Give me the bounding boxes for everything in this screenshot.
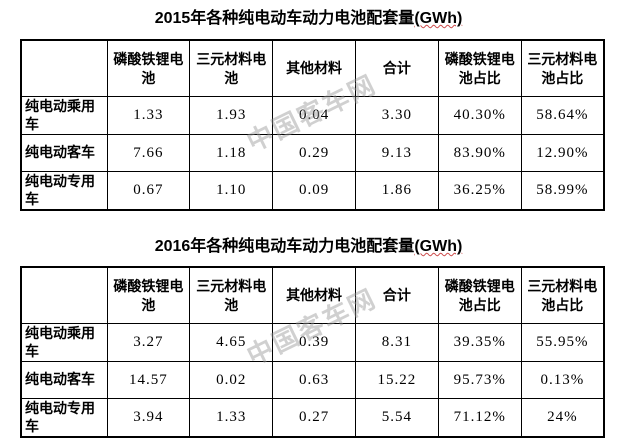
row-label: 纯电动专用车 xyxy=(20,398,108,438)
table-cell: 1.86 xyxy=(354,171,439,211)
table-cell: 15.22 xyxy=(354,361,439,399)
table-cell: 58.99% xyxy=(520,171,605,211)
column-header-total: 合计 xyxy=(354,39,439,97)
column-header-ternary: 三元材料电池 xyxy=(189,266,274,324)
table-cell: 7.66 xyxy=(106,134,191,172)
table-header-row: 磷酸铁锂电池 三元材料电池 其他材料 合计 磷酸铁锂电池占比 三元材料电池占比 xyxy=(20,266,605,324)
table-cell: 0.39 xyxy=(272,323,356,362)
table-cell: 1.18 xyxy=(189,134,274,172)
column-header-lfp-share: 磷酸铁锂电池占比 xyxy=(437,266,522,324)
table-cell: 36.25% xyxy=(437,171,522,211)
table-row: 纯电动乘用车 1.33 1.93 0.04 3.30 40.30% 58.64% xyxy=(20,96,605,135)
table-cell: 58.64% xyxy=(520,96,605,135)
table-cell: 40.30% xyxy=(437,96,522,135)
table-cell: 0.09 xyxy=(272,171,356,211)
column-header-empty xyxy=(20,39,108,97)
table-cell: 1.10 xyxy=(189,171,274,211)
title-text-2015: 2015年各种纯电动车动力电池配套量 xyxy=(154,10,415,27)
table-row: 纯电动专用车 3.94 1.33 0.27 5.54 71.12% 24% xyxy=(20,398,605,438)
column-header-other: 其他材料 xyxy=(272,39,356,97)
table-title-2016: 2016年各种纯电动车动力电池配套量(GWh) xyxy=(0,236,617,258)
table-cell: 83.90% xyxy=(437,134,522,172)
title-text-2016: 2016年各种纯电动车动力电池配套量 xyxy=(154,238,415,255)
column-header-lfp-share: 磷酸铁锂电池占比 xyxy=(437,39,522,97)
table-cell: 39.35% xyxy=(437,323,522,362)
column-header-ternary-share: 三元材料电池占比 xyxy=(520,266,605,324)
table-cell: 95.73% xyxy=(437,361,522,399)
column-header-total: 合计 xyxy=(354,266,439,324)
table-cell: 14.57 xyxy=(106,361,191,399)
table-cell: 0.13% xyxy=(520,361,605,399)
table-header-row: 磷酸铁锂电池 三元材料电池 其他材料 合计 磷酸铁锂电池占比 三元材料电池占比 xyxy=(20,39,605,97)
table-cell: 0.63 xyxy=(272,361,356,399)
row-label: 纯电动乘用车 xyxy=(20,323,108,362)
column-header-lfp: 磷酸铁锂电池 xyxy=(106,266,191,324)
column-header-ternary: 三元材料电池 xyxy=(189,39,274,97)
table-cell: 3.27 xyxy=(106,323,191,362)
column-header-ternary-share: 三元材料电池占比 xyxy=(520,39,605,97)
row-label: 纯电动专用车 xyxy=(20,171,108,211)
battery-table-2015: 磷酸铁锂电池 三元材料电池 其他材料 合计 磷酸铁锂电池占比 三元材料电池占比 … xyxy=(20,39,605,211)
table-cell: 24% xyxy=(520,398,605,438)
table-row: 纯电动乘用车 3.27 4.65 0.39 8.31 39.35% 55.95% xyxy=(20,323,605,362)
table-row: 纯电动客车 7.66 1.18 0.29 9.13 83.90% 12.90% xyxy=(20,134,605,172)
table-cell: 8.31 xyxy=(354,323,439,362)
table-title-2015: 2015年各种纯电动车动力电池配套量(GWh) xyxy=(0,8,617,30)
table-cell: 1.33 xyxy=(189,398,274,438)
table-row: 纯电动专用车 0.67 1.10 0.09 1.86 36.25% 58.99% xyxy=(20,171,605,211)
table-cell: 9.13 xyxy=(354,134,439,172)
table-cell: 71.12% xyxy=(437,398,522,438)
table-cell: 1.93 xyxy=(189,96,274,135)
column-header-lfp: 磷酸铁锂电池 xyxy=(106,39,191,97)
table-row: 纯电动客车 14.57 0.02 0.63 15.22 95.73% 0.13% xyxy=(20,361,605,399)
row-label: 纯电动客车 xyxy=(20,134,108,172)
table-cell: 3.30 xyxy=(354,96,439,135)
table-cell: 3.94 xyxy=(106,398,191,438)
column-header-other: 其他材料 xyxy=(272,266,356,324)
table-cell: 5.54 xyxy=(354,398,439,438)
table-cell: 0.27 xyxy=(272,398,356,438)
table-cell: 0.04 xyxy=(272,96,356,135)
battery-table-2016: 磷酸铁锂电池 三元材料电池 其他材料 合计 磷酸铁锂电池占比 三元材料电池占比 … xyxy=(20,266,605,438)
title-unit-2016: (GWh) xyxy=(414,238,463,255)
table-cell: 12.90% xyxy=(520,134,605,172)
row-label: 纯电动客车 xyxy=(20,361,108,399)
table-cell: 55.95% xyxy=(520,323,605,362)
row-label: 纯电动乘用车 xyxy=(20,96,108,135)
table-cell: 0.29 xyxy=(272,134,356,172)
column-header-empty xyxy=(20,266,108,324)
table-cell: 4.65 xyxy=(189,323,274,362)
table-cell: 0.02 xyxy=(189,361,274,399)
table-cell: 1.33 xyxy=(106,96,191,135)
title-unit-2015: (GWh) xyxy=(414,10,463,27)
table-cell: 0.67 xyxy=(106,171,191,211)
